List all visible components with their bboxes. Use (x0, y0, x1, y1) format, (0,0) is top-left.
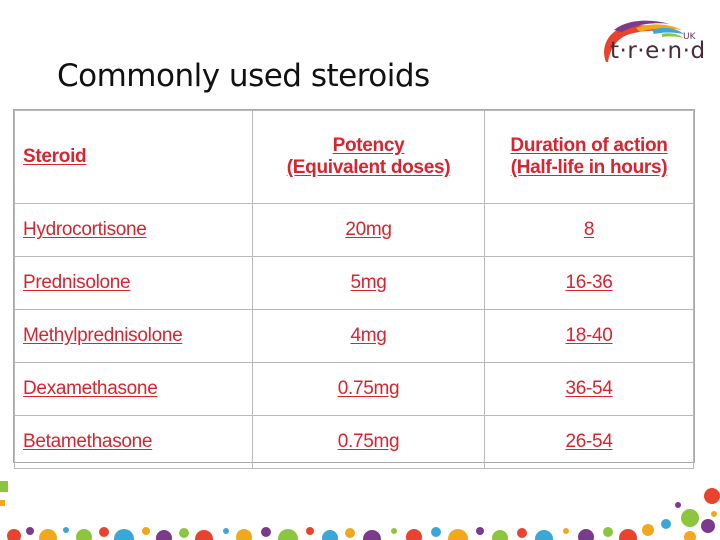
cell-duration: 8 (484, 203, 694, 257)
logo-uk-label: UK (683, 32, 696, 42)
cell-potency: 0.75mg (252, 415, 485, 469)
cell-potency: 20mg (252, 203, 485, 257)
cell-steroid-name: Betamethasone (14, 415, 253, 469)
cell-duration: 16-36 (484, 256, 694, 310)
cell-steroid-name: Methylprednisolone (14, 309, 253, 363)
cell-potency: 4mg (252, 309, 485, 363)
cell-duration: 26-54 (484, 415, 694, 469)
header-steroid-label: Steroid (23, 146, 87, 167)
steroids-grid: Steroid Potency (Equivalent doses) Durat… (14, 110, 694, 469)
header-potency: Potency (Equivalent doses) (252, 110, 485, 204)
cell-potency: 0.75mg (252, 362, 485, 416)
table-header-row: Steroid Potency (Equivalent doses) Durat… (14, 110, 694, 204)
logo-swoosh-icon (604, 20, 684, 62)
header-duration-line1: Duration of action (510, 135, 668, 156)
header-duration: Duration of action (Half-life in hours) (484, 110, 694, 204)
header-potency-line1: Potency (332, 135, 405, 156)
slide-title: Commonly used steroids (57, 58, 430, 94)
table-row: Betamethasone 0.75mg 26-54 (14, 415, 694, 469)
cell-steroid-name: Dexamethasone (14, 362, 253, 416)
table-row: Dexamethasone 0.75mg 36-54 (14, 362, 694, 416)
steroids-table: Steroid Potency (Equivalent doses) Durat… (13, 109, 695, 469)
table-row: Prednisolone 5mg 16-36 (14, 256, 694, 310)
cell-steroid-name: Prednisolone (14, 256, 253, 310)
cell-duration: 36-54 (484, 362, 694, 416)
cell-steroid-name: Hydrocortisone (14, 203, 253, 257)
header-potency-line2: (Equivalent doses) (286, 157, 451, 178)
logo-wordmark: t·r·e·n·d (610, 38, 706, 64)
table-row: Hydrocortisone 20mg 8 (14, 203, 694, 257)
header-duration-line2: (Half-life in hours) (510, 157, 668, 178)
header-steroid: Steroid (14, 110, 253, 204)
trend-uk-logo: t·r·e·n·d UK (596, 18, 708, 70)
